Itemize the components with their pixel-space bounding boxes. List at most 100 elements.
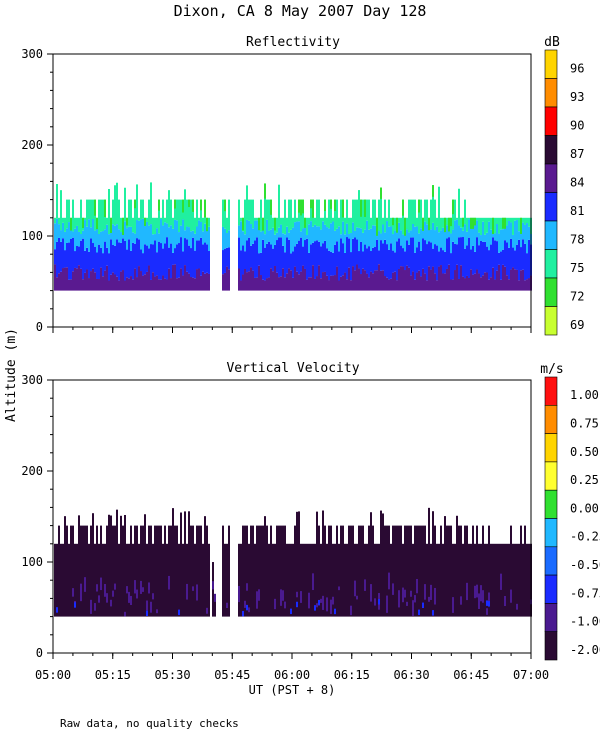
x-tick-label: 05:15 [95, 668, 131, 682]
echo-cell [410, 275, 412, 291]
echo-cell [110, 217, 112, 233]
echo-cell [434, 273, 436, 291]
colorbar-label: 84 [570, 175, 584, 189]
echo-cell [488, 525, 490, 617]
echo-cell [452, 543, 454, 617]
echo-cell [142, 275, 144, 291]
echo-cell [432, 185, 434, 197]
echo-cell [318, 265, 320, 291]
echo-cell [274, 266, 276, 291]
echo-cell [124, 187, 126, 222]
echo-cell [468, 219, 470, 238]
echo-cell [78, 217, 80, 232]
echo-cell [460, 265, 462, 291]
echo-cell [512, 267, 514, 291]
echo-cell [260, 525, 262, 617]
echo-cell [382, 224, 384, 244]
echo-cell [196, 584, 198, 601]
echo-cell [292, 251, 294, 278]
echo-cell [160, 217, 162, 220]
echo-cell [140, 199, 142, 220]
echo-cell [280, 217, 282, 225]
x-tick-label: 06:45 [453, 668, 489, 682]
echo-cell [172, 252, 174, 265]
echo-cell [386, 244, 388, 278]
echo-cell [98, 595, 100, 603]
echo-cell [106, 247, 108, 266]
echo-cell [314, 224, 316, 242]
footnote: Raw data, no quality checks [60, 717, 239, 730]
echo-cell [258, 253, 260, 266]
echo-cell [500, 251, 502, 280]
echo-cell [470, 249, 472, 270]
echo-cell [388, 572, 390, 590]
echo-cell [184, 238, 186, 266]
echo-cell [368, 525, 370, 617]
echo-cell [490, 543, 492, 617]
echo-cell [368, 229, 370, 247]
echo-cell [228, 199, 230, 231]
echo-cell [202, 231, 204, 245]
echo-cell [102, 276, 104, 291]
echo-cell [256, 277, 258, 291]
echo-cell [70, 217, 72, 231]
echo-cell [244, 525, 246, 617]
echo-cell [90, 238, 92, 272]
echo-cell [518, 217, 520, 232]
echo-cell [400, 266, 402, 291]
echo-cell [98, 244, 100, 280]
echo-cell [168, 268, 170, 291]
echo-cell [354, 543, 356, 617]
echo-cell [494, 240, 496, 280]
colorbar-units: m/s [540, 362, 563, 377]
echo-cell [412, 224, 414, 238]
echo-cell [484, 272, 486, 291]
echo-cell [254, 277, 256, 291]
echo-cell [472, 245, 474, 275]
colorbar-label: 96 [570, 61, 584, 75]
echo-cell [414, 595, 416, 603]
echo-cell [102, 231, 104, 254]
echo-cell [324, 224, 326, 241]
echo-cell [272, 271, 274, 291]
echo-cell [262, 239, 264, 280]
echo-cell [504, 266, 506, 291]
echo-cell [470, 543, 472, 617]
echo-cell [316, 199, 318, 227]
echo-cell [438, 232, 440, 252]
echo-cell [370, 512, 372, 617]
echo-cell [118, 280, 120, 291]
echo-cell [292, 227, 294, 252]
echo-cell [432, 511, 434, 617]
x-tick-label: 06:15 [334, 668, 370, 682]
echo-cell [246, 583, 248, 591]
echo-cell [384, 239, 386, 277]
echo-cell [320, 229, 322, 247]
echo-cell [520, 270, 522, 291]
echo-cell [244, 234, 246, 252]
echo-cell [384, 232, 386, 240]
y-tick-label: 100 [21, 555, 43, 569]
echo-cell [200, 199, 202, 211]
echo-cell [128, 226, 130, 240]
echo-cell [360, 199, 362, 217]
echo-cell [434, 230, 436, 245]
echo-cell [350, 217, 352, 234]
echo-cell [54, 543, 56, 617]
echo-cell [150, 224, 152, 245]
echo-cell [144, 220, 146, 245]
echo-cell [310, 199, 312, 222]
echo-cell [132, 232, 134, 243]
echo-cell [98, 199, 100, 235]
echo-cell [362, 199, 364, 233]
echo-cell [282, 590, 284, 601]
x-tick-label: 07:00 [513, 668, 549, 682]
echo-cell [138, 220, 140, 240]
echo-cell [256, 237, 258, 278]
echo-cell [222, 226, 224, 251]
echo-cell [322, 272, 324, 291]
echo-cell [446, 238, 448, 269]
echo-cell [442, 227, 444, 251]
echo-cell [406, 601, 408, 606]
echo-cell [60, 230, 62, 242]
